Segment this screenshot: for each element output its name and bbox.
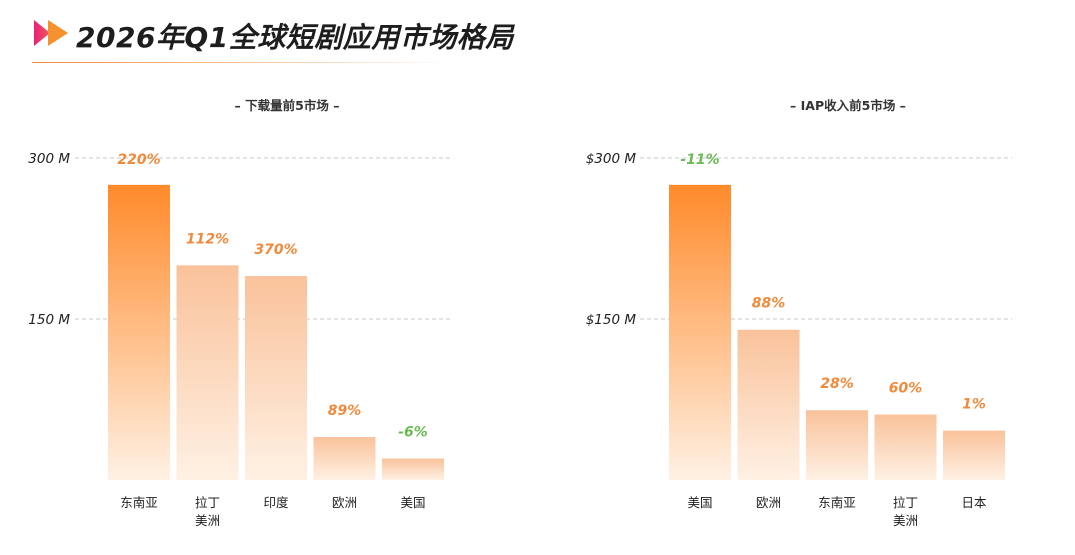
x-tick-label: 东南亚 bbox=[818, 495, 856, 510]
chart-svg: – IAP收入前5市场 – $150 M $300 M -11% 美国 88% 欧洲 28% 东… bbox=[586, 98, 1012, 528]
bar bbox=[943, 430, 1005, 480]
title-divider bbox=[32, 62, 452, 63]
data-label: 370% bbox=[254, 242, 297, 258]
bar bbox=[806, 410, 868, 480]
data-label: 112% bbox=[186, 231, 229, 247]
y-tick-label: $150 M bbox=[586, 312, 637, 328]
bar bbox=[245, 276, 307, 480]
y-tick-label: $300 M bbox=[586, 151, 637, 167]
x-tick-label: 美国 bbox=[400, 495, 425, 510]
header: 2026年Q1全球短剧应用市场格局 bbox=[32, 14, 513, 66]
bar bbox=[382, 458, 444, 480]
x-tick-label: 日本 bbox=[961, 495, 987, 510]
data-label: 88% bbox=[752, 296, 786, 312]
y-tick-label: 300 M bbox=[28, 151, 70, 167]
chart-subtitle: – 下载量前5市场 – bbox=[235, 98, 340, 113]
bar bbox=[108, 184, 170, 480]
data-label: -6% bbox=[398, 425, 428, 441]
x-tick-label: 东南亚 bbox=[120, 495, 158, 510]
x-tick-label: 欧洲 bbox=[332, 495, 357, 510]
bar bbox=[737, 329, 800, 480]
data-label: 89% bbox=[328, 403, 362, 419]
page-title: 2026年Q1全球短剧应用市场格局 bbox=[76, 21, 514, 54]
downloads-chart: – 下载量前5市场 – 150 M 300 M 220% 东南亚 112% 拉丁美洲 370%… bbox=[0, 90, 540, 540]
x-tick-label: 拉丁美洲 bbox=[893, 495, 918, 528]
data-label: 60% bbox=[889, 381, 923, 397]
data-label: 220% bbox=[117, 152, 160, 168]
data-label: -11% bbox=[680, 152, 719, 168]
x-tick-label: 拉丁美洲 bbox=[195, 495, 220, 528]
x-tick-label: 欧洲 bbox=[756, 495, 781, 510]
bar bbox=[669, 184, 731, 480]
y-tick-label: 150 M bbox=[28, 312, 70, 328]
iap-revenue-chart: – IAP收入前5市场 – $150 M $300 M -11% 美国 88% 欧洲 28% 东… bbox=[540, 90, 1075, 540]
chart-svg: – 下载量前5市场 – 150 M 300 M 220% 东南亚 112% 拉丁美洲 370%… bbox=[28, 98, 450, 528]
data-label: 28% bbox=[820, 376, 854, 392]
x-tick-label: 美国 bbox=[687, 495, 712, 510]
play-arrows-logo-icon bbox=[34, 20, 68, 46]
bar bbox=[176, 265, 239, 480]
chart-subtitle: – IAP收入前5市场 – bbox=[790, 98, 906, 113]
bar bbox=[874, 414, 937, 480]
bar bbox=[313, 437, 376, 480]
data-label: 1% bbox=[962, 397, 986, 413]
x-tick-label: 印度 bbox=[263, 495, 289, 510]
